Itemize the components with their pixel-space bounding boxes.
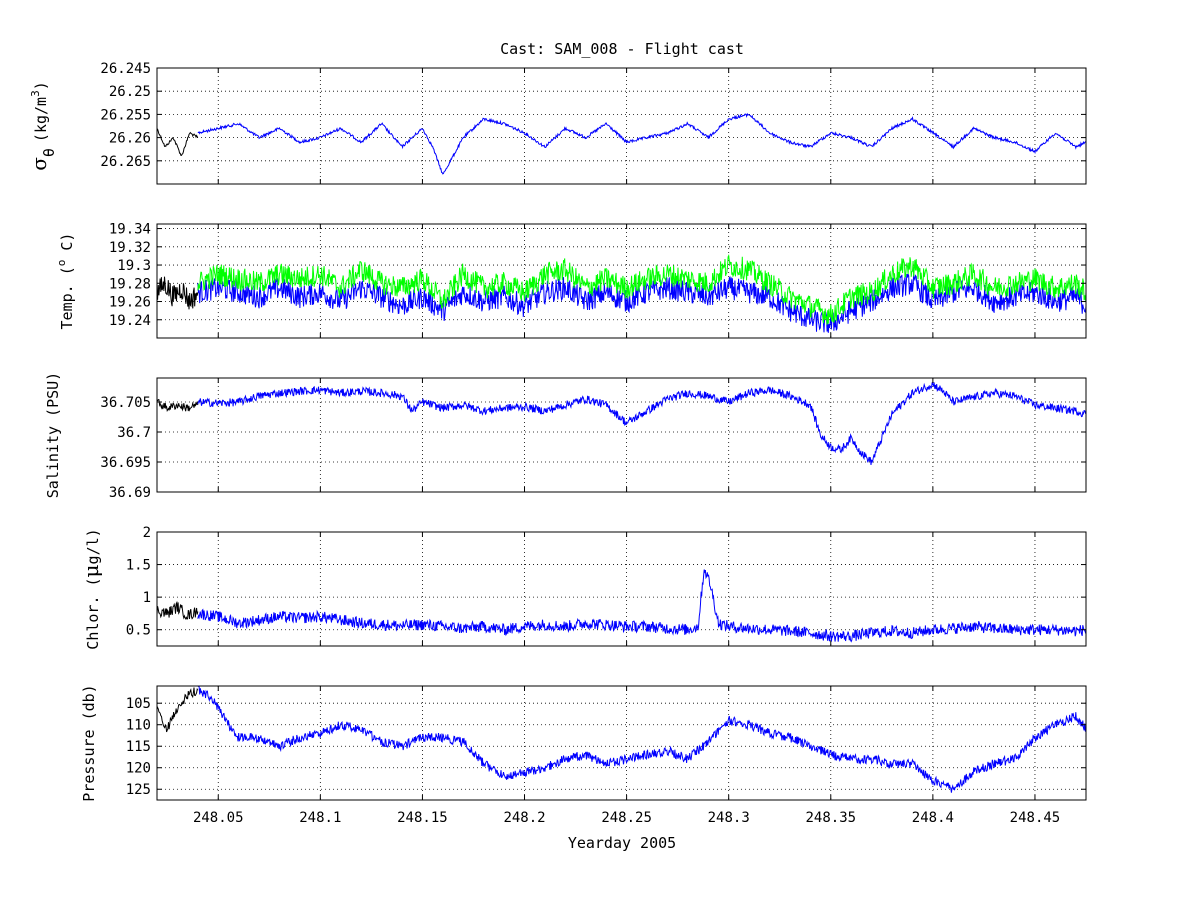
series-line-blue xyxy=(197,569,1086,643)
y-tick-label: 120 xyxy=(126,761,151,777)
y-tick-label: 26.265 xyxy=(100,154,151,170)
y-tick-label: 115 xyxy=(126,739,151,755)
y-tick-label: 105 xyxy=(126,696,151,712)
series-line-blue xyxy=(197,382,1086,466)
y-tick-label: 36.69 xyxy=(109,485,151,501)
y-tick-label: 110 xyxy=(126,718,151,734)
grid xyxy=(157,686,1086,800)
y-tick-label: 1.5 xyxy=(126,558,151,574)
y-axis-label: Chlor. (μg/l) xyxy=(79,528,103,649)
axes-frame xyxy=(156,531,1087,647)
y-tick-label: 26.255 xyxy=(100,107,151,123)
panel-sigma-theta: 26.245 26.25 26.255 26.26 26.265 σθ(kg/m3) xyxy=(27,61,1087,185)
y-tick-label: 19.28 xyxy=(109,276,151,292)
y-tick-label: 36.705 xyxy=(100,395,151,411)
panel-temperature: 19.24 19.26 19.28 19.3 19.32 19.34 Temp. (o C) xyxy=(55,222,1087,339)
x-tick-label: 248.45 xyxy=(1010,810,1061,826)
x-tick-label: 248.3 xyxy=(708,810,750,826)
x-tick-label: 248.1 xyxy=(299,810,341,826)
figure-title: Cast: SAM_008 - Flight cast xyxy=(500,40,744,58)
axes-frame xyxy=(156,67,1087,185)
series-line-green xyxy=(197,254,1086,325)
y-tick-label: 26.245 xyxy=(100,61,151,77)
panel-chlorophyll: 0.5 1 1.5 2 Chlor. (μg/l) xyxy=(79,525,1087,650)
y-axis-label: σθ(kg/m3) xyxy=(27,81,58,171)
y-axis-label: Temp. (o C) xyxy=(55,233,76,330)
x-tick-label: 248.05 xyxy=(193,810,244,826)
series-line-blue xyxy=(197,686,1086,793)
y-tick-label: 1 xyxy=(143,590,151,606)
y-tick-label: 19.32 xyxy=(109,240,151,256)
panel-salinity: 36.69 36.695 36.7 36.705 Salinity (PSU) xyxy=(44,372,1087,501)
y-tick-label: 19.3 xyxy=(117,258,151,274)
axes-frame xyxy=(156,223,1087,339)
y-axis-label: Salinity (PSU) xyxy=(44,372,62,498)
y-tick-label: 0.5 xyxy=(126,623,151,639)
series-line-black xyxy=(157,687,199,733)
x-tick-label: 248.2 xyxy=(503,810,545,826)
axes-frame xyxy=(156,377,1087,493)
y-tick-label: 2 xyxy=(143,525,151,541)
series-line-blue xyxy=(197,112,1086,175)
y-tick-label: 26.26 xyxy=(109,131,151,147)
y-tick-label: 36.7 xyxy=(117,425,151,441)
x-tick-label: 248.4 xyxy=(912,810,954,826)
series-line-black xyxy=(157,600,199,620)
y-tick-label: 19.24 xyxy=(109,313,151,329)
y-tick-label: 19.26 xyxy=(109,295,151,311)
y-tick-label: 19.34 xyxy=(109,222,151,238)
x-tick-label: 248.25 xyxy=(601,810,652,826)
x-tick-label: 248.35 xyxy=(805,810,856,826)
y-axis-label: Pressure (db) xyxy=(80,684,98,801)
x-axis-label: Yearday 2005 xyxy=(568,834,676,852)
series-line-black xyxy=(157,276,199,310)
series-line-blue xyxy=(197,272,1086,333)
series-line-black xyxy=(157,128,199,156)
x-tick-label: 248.15 xyxy=(397,810,448,826)
series-line-black xyxy=(157,399,199,412)
panel-pressure: 105 110 115 120 125 248.05 248.1 248.15 248.2 248… xyxy=(80,684,1087,826)
y-tick-label: 125 xyxy=(126,782,151,798)
axes-frame xyxy=(156,685,1087,801)
panels: 26.245 26.25 26.255 26.26 26.265 σθ(kg/m3) 19.… xyxy=(27,61,1087,826)
y-tick-label: 26.25 xyxy=(109,84,151,100)
y-tick-label: 36.695 xyxy=(100,455,151,471)
